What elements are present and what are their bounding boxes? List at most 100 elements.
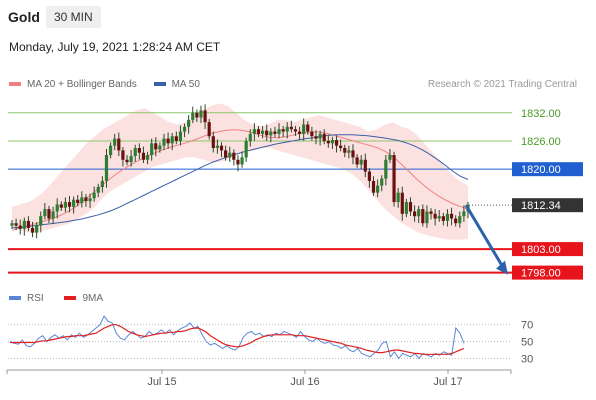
candle-15 [72, 196, 76, 214]
candle-60 [256, 125, 261, 138]
candle-66 [281, 125, 285, 138]
timeframe-badge[interactable]: 30 MIN [46, 6, 101, 28]
chart-datetime: Monday, July 19, 2021 1:28:24 AM CET [9, 40, 221, 54]
level-tag-1798.00 [512, 265, 583, 280]
candle-19 [88, 193, 92, 208]
candle-26 [117, 132, 121, 157]
candle-72 [306, 121, 310, 135]
candle-61 [260, 125, 265, 139]
legend-swatch-bollinger [9, 82, 21, 87]
candle-85 [359, 155, 363, 169]
candle-10 [51, 206, 55, 225]
candle-12 [59, 201, 63, 212]
legend-swatch-rsi-ma [64, 296, 77, 301]
symbol-title: Gold [8, 9, 40, 25]
rsi-legend: RSI 9MA [9, 293, 121, 304]
rsi-level-label-70: 70 [521, 320, 533, 332]
candle-41 [178, 125, 183, 146]
candle-7 [39, 211, 43, 233]
candle-99 [417, 205, 421, 223]
candle-27 [121, 147, 125, 167]
candle-102 [429, 208, 433, 220]
legend-swatch-ma50 [153, 82, 166, 87]
candle-0 [10, 219, 14, 229]
legend-swatch-rsi [9, 296, 21, 301]
candle-75 [318, 130, 322, 146]
candle-104 [437, 210, 441, 222]
candle-56 [240, 151, 244, 168]
candle-78 [330, 136, 335, 149]
candle-55 [236, 155, 240, 172]
level-tag-1812.34 [512, 198, 583, 213]
legend-item-rsi-ma: 9MA [64, 293, 103, 304]
level-tag-1820.00 [512, 162, 583, 177]
candle-14 [67, 195, 72, 213]
candle-82 [347, 145, 351, 159]
candle-3 [22, 217, 26, 236]
candle-76 [322, 129, 326, 145]
candle-17 [80, 191, 84, 208]
candle-87 [367, 168, 372, 188]
candle-45 [195, 109, 199, 122]
candle-30 [133, 144, 137, 162]
legend-label-rsi: RSI [27, 293, 44, 304]
candle-74 [314, 130, 318, 145]
legend-label-bollinger: MA 20 + Bollinger Bands [27, 79, 137, 90]
candle-44 [191, 106, 195, 124]
candle-96 [404, 198, 408, 218]
ma50-line [11, 134, 469, 229]
candle-57 [244, 137, 248, 162]
candle-59 [252, 123, 256, 141]
candle-23 [104, 148, 109, 188]
candle-103 [433, 209, 437, 226]
candle-11 [55, 198, 59, 219]
research-credit: Research © 2021 Trading Central [427, 79, 577, 90]
legend-label-ma50: MA 50 [171, 79, 200, 90]
candle-49 [211, 131, 215, 153]
candle-31 [137, 143, 141, 160]
price-legend: MA 20 + Bollinger Bands MA 50 [9, 79, 214, 90]
candle-6 [35, 222, 39, 239]
level-label-1798.00: 1798.00 [521, 268, 561, 280]
level-label-1820.00: 1820.00 [521, 164, 561, 176]
candle-24 [108, 142, 113, 159]
candle-33 [145, 151, 150, 165]
legend-item-ma50: MA 50 [153, 79, 200, 90]
candle-92 [388, 148, 392, 164]
candle-109 [458, 211, 462, 228]
candle-81 [343, 144, 347, 158]
candle-94 [396, 187, 400, 208]
candle-32 [141, 146, 146, 164]
rsi-level-label-50: 50 [521, 337, 533, 349]
legend-item-rsi: RSI [9, 293, 44, 304]
candle-48 [207, 118, 211, 140]
candle-40 [174, 131, 178, 145]
candle-68 [289, 120, 293, 133]
candle-18 [84, 194, 88, 207]
candle-62 [265, 124, 269, 141]
candle-50 [215, 139, 220, 154]
candle-25 [113, 133, 117, 151]
level-label-1803.00: 1803.00 [521, 244, 561, 256]
candle-13 [63, 197, 68, 213]
candle-93 [392, 151, 396, 207]
candle-22 [100, 176, 104, 193]
legend-item-bollinger: MA 20 + Bollinger Bands [9, 79, 137, 90]
candle-54 [232, 149, 236, 166]
candle-20 [92, 186, 96, 202]
candle-105 [441, 212, 445, 226]
candle-51 [219, 142, 224, 158]
candle-64 [273, 126, 277, 138]
bollinger-band-area [12, 103, 468, 240]
candle-36 [158, 142, 162, 153]
candle-107 [449, 207, 454, 226]
candle-69 [293, 125, 298, 137]
candle-98 [412, 205, 417, 222]
candle-89 [376, 179, 380, 198]
forecast-arrow-shaft [464, 204, 504, 267]
candle-46 [199, 105, 203, 124]
level-label-1832.00: 1832.00 [521, 108, 561, 120]
candle-86 [363, 153, 367, 178]
candle-38 [166, 132, 170, 149]
